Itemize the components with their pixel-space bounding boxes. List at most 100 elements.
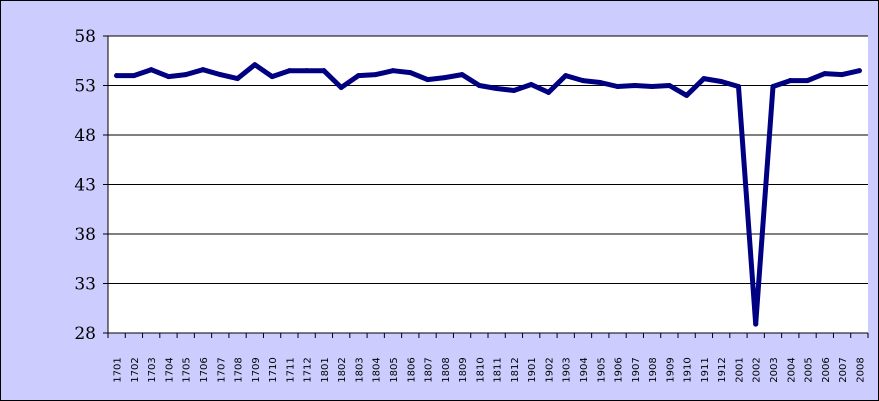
x-tick-label: 1801 [320,357,331,382]
x-tick-label: 1811 [493,357,504,382]
x-tick-label: 1810 [475,357,486,382]
data-point [459,72,465,78]
data-point [666,83,672,88]
y-tick-label: 28 [74,324,96,344]
data-point [753,321,759,327]
data-point [217,72,223,78]
y-tick-label: 43 [74,176,96,196]
x-tick-label: 2003 [769,357,780,382]
data-point [476,83,482,88]
data-point [148,67,154,73]
data-point [338,84,344,90]
x-tick-label: 1701 [113,357,124,382]
x-tick-label: 2002 [752,357,763,382]
data-point [200,67,206,73]
data-point [252,62,258,68]
data-point [822,71,828,77]
data-point [615,83,621,89]
data-point [649,83,655,89]
data-point [528,82,534,88]
x-tick-label: 1807 [424,357,435,382]
x-tick-label: 1704 [164,357,175,382]
x-tick-label: 2008 [855,357,866,382]
x-tick-label: 1904 [579,357,590,382]
data-point [165,74,171,80]
x-tick-label: 1802 [337,357,348,382]
x-tick-label: 1707 [216,357,227,382]
x-tick-label: 2004 [786,357,797,382]
data-point [511,87,517,93]
x-tick-label: 2006 [821,357,832,382]
x-tick-label: 1705 [182,357,193,382]
data-point [718,79,724,85]
x-tick-label: 1702 [130,357,141,382]
y-tick-label: 33 [74,275,96,295]
x-tick-label: 1809 [458,357,469,382]
x-axis-ticks: 1701 1702 1703 1704 1705 1706 1707 1708 1709 1710… [107,333,869,383]
y-tick-label: 58 [74,27,96,47]
x-tick-label: 2001 [734,357,745,382]
x-tick-label: 1808 [441,357,452,382]
data-point [286,68,292,74]
x-tick-label: 1709 [251,357,262,382]
data-point [321,68,327,74]
y-tick-label: 38 [74,225,96,245]
x-tick-label: 1901 [527,357,538,382]
x-tick-label: 1907 [631,357,642,382]
x-tick-label: 1910 [683,357,694,382]
x-tick-label: 1812 [510,357,521,382]
data-point [269,74,275,80]
x-tick-label: 1703 [147,357,158,382]
data-point [632,83,638,88]
data-point [442,75,448,81]
x-tick-label: 1708 [234,357,245,382]
data-point [131,73,137,79]
x-tick-label: 1706 [199,357,210,382]
data-point [856,68,862,74]
data-point [684,92,690,98]
x-tick-label: 1804 [372,357,383,382]
data-point [545,89,551,95]
data-point [770,83,776,89]
x-tick-label: 1906 [614,357,625,382]
data-point [235,76,241,82]
y-axis-ticks: 28 33 38 43 48 53 58 [74,27,108,344]
data-point [425,77,431,83]
data-point [373,72,379,78]
data-point [787,78,793,84]
x-tick-label: 1908 [648,357,659,382]
x-tick-label: 1912 [717,357,728,382]
data-point [304,68,310,74]
data-point [839,72,845,78]
x-tick-label: 1806 [406,357,417,382]
y-tick-label: 48 [74,126,96,146]
data-point [183,72,189,78]
data-point [494,85,500,91]
data-point [563,73,569,79]
x-tick-label: 1803 [354,357,365,382]
x-tick-label: 1903 [562,357,573,382]
data-point [407,70,413,76]
x-tick-label: 1905 [596,357,607,382]
data-point [701,76,707,82]
data-point [114,73,120,79]
x-tick-label: 2007 [838,357,849,382]
x-tick-label: 1805 [389,357,400,382]
series-group [114,62,862,327]
x-tick-label: 1712 [303,357,314,382]
data-point [390,68,396,74]
x-tick-label: 1909 [665,357,676,382]
x-tick-label: 1902 [544,357,555,382]
data-point [580,78,586,84]
y-tick-label: 53 [74,77,96,97]
data-point [355,73,361,79]
series-line [114,62,862,327]
x-tick-label: 1711 [285,357,296,382]
data-point [735,83,741,89]
x-tick-label: 2005 [804,357,815,382]
data-point [805,78,811,84]
x-tick-label: 1710 [268,357,279,382]
x-tick-label: 1911 [700,357,711,382]
data-point [597,80,603,86]
